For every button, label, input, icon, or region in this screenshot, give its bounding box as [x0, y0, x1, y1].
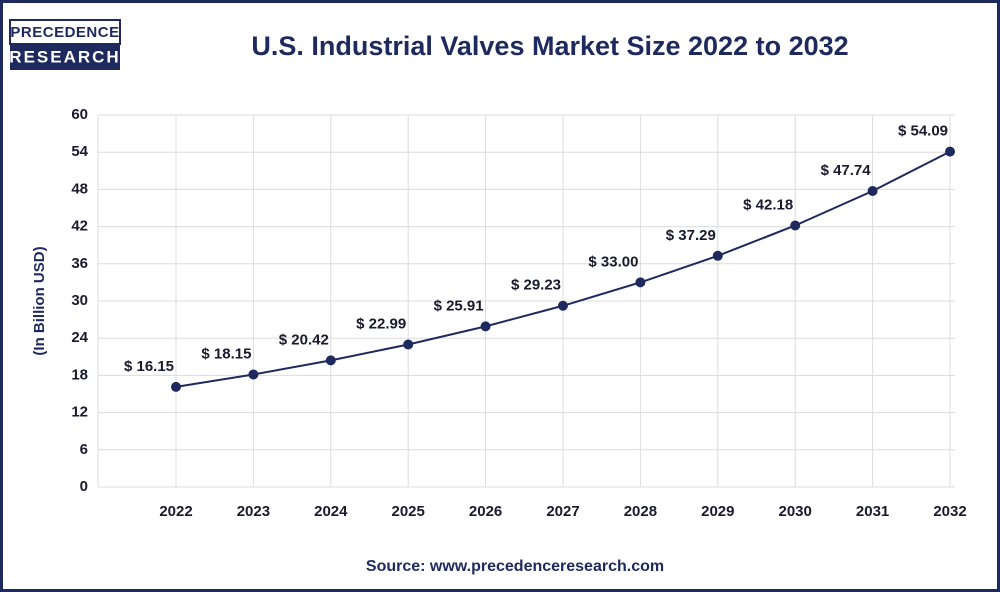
x-tick-label: 2023 — [237, 503, 270, 520]
logo-bottom — [10, 44, 120, 70]
y-tick-label: 6 — [80, 441, 88, 458]
x-tick-label: 2022 — [159, 503, 192, 520]
value-label: $ 22.99 — [356, 315, 406, 332]
x-tick-label: 2031 — [856, 503, 889, 520]
y-axis-label: (In Billion USD) — [31, 246, 48, 355]
value-label: $ 29.23 — [511, 277, 561, 294]
value-label: $ 16.15 — [124, 358, 174, 375]
point — [945, 146, 955, 157]
x-tick-label: 2030 — [779, 503, 812, 520]
x-tick-label: 2025 — [392, 503, 425, 520]
point — [248, 369, 259, 380]
point — [171, 381, 181, 392]
x-tick-label: 2028 — [624, 503, 657, 520]
value-label: $ 20.42 — [279, 331, 329, 348]
y-tick-label: 24 — [71, 329, 88, 346]
y-tick-label: 0 — [80, 478, 88, 495]
point — [635, 277, 646, 288]
point — [712, 250, 723, 261]
point — [325, 355, 336, 366]
logo: PRECEDENCE RESEARCH — [9, 19, 121, 70]
value-label: $ 33.00 — [588, 253, 638, 270]
y-tick-label: 30 — [71, 292, 88, 309]
point — [867, 186, 878, 197]
y-tick-label: 12 — [71, 404, 88, 421]
y-tick-label: 18 — [71, 366, 88, 383]
x-tick-label: 2029 — [701, 503, 734, 520]
y-tick-label: 36 — [71, 255, 88, 272]
point — [558, 300, 568, 311]
chart-title: U.S. Industrial Valves Market Size 2022 … — [251, 31, 848, 61]
logo-text: RESEARCH — [9, 47, 120, 66]
y-tick-label: 48 — [71, 180, 88, 197]
point — [403, 339, 414, 350]
value-label: $ 25.91 — [434, 297, 484, 314]
source: Source: www.precedenceresearch.com — [366, 558, 664, 575]
x-tick-label: 2027 — [546, 503, 579, 520]
value-label: $ 54.09 — [898, 123, 948, 140]
value-label: $ 18.15 — [201, 345, 251, 362]
value-label: $ 42.18 — [743, 196, 793, 213]
y-tick-label: 54 — [71, 143, 88, 160]
value-label: $ 47.74 — [821, 162, 872, 179]
logo-text: PRECEDENCE — [10, 24, 119, 41]
point — [480, 321, 491, 332]
x-tick-label: 2032 — [933, 503, 966, 520]
point — [790, 220, 801, 231]
y-tick-label: 42 — [71, 218, 88, 235]
value-label: $ 37.29 — [666, 227, 716, 244]
x-tick-label: 2026 — [469, 503, 502, 520]
y-tick-label: 60 — [71, 106, 88, 123]
x-tick-label: 2024 — [314, 503, 348, 520]
